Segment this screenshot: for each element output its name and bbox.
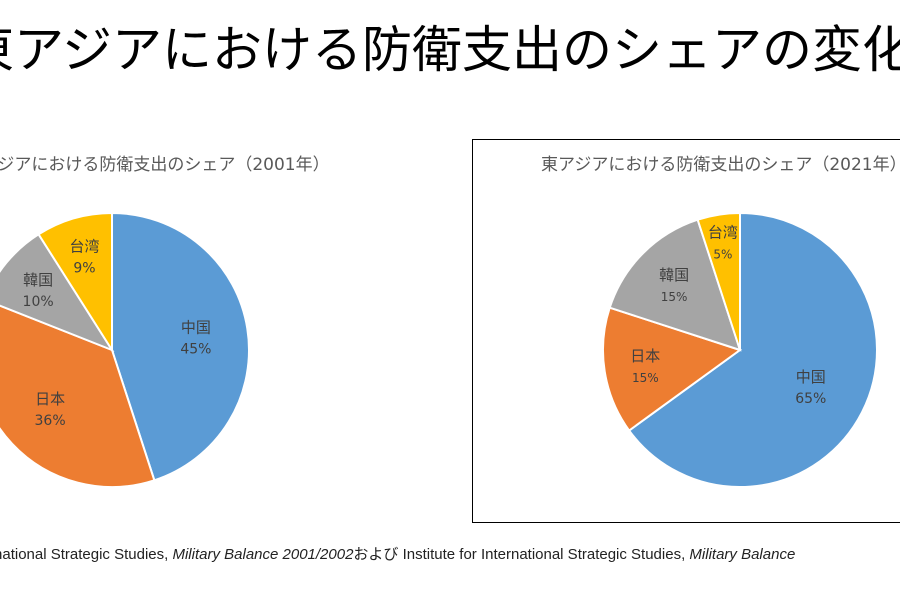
slice-value-china-2001: 45% — [180, 342, 211, 358]
source-text-2: および Institute for International Strategi… — [353, 546, 690, 563]
slice-label-japan-2001: 日本 — [35, 390, 65, 408]
slice-label-china-2001: 中国 — [181, 319, 211, 337]
source-title-2: Military Balance — [689, 546, 796, 563]
pie-slice-japan-2021 — [602, 306, 743, 432]
slice-label-japan-2021: 日本 — [630, 347, 660, 365]
slice-label-korea-2001: 韓国 — [23, 271, 53, 289]
slice-value-taiwan-2021: 5% — [713, 248, 732, 262]
pie-slice-china-2021 — [627, 211, 878, 488]
slice-value-japan-2021: 15% — [632, 371, 659, 385]
slice-value-japan-2001: 36% — [35, 413, 66, 429]
source-title-1: Military Balance 2001/2002 — [172, 546, 354, 563]
slice-label-china-2021: 中国 — [796, 368, 826, 386]
chart-title-2021: 東アジアにおける防衛支出のシェア（2021年） — [541, 155, 900, 175]
slide-title: 東アジアにおける防衛支出のシェアの変化 — [0, 21, 900, 79]
slice-value-china-2021: 65% — [795, 391, 826, 407]
source-text-1: International Strategic Studies, — [0, 546, 169, 563]
pie-slice-china-2001 — [111, 211, 250, 482]
slice-value-korea-2021: 15% — [661, 290, 688, 304]
pie-slice-japan-2001 — [0, 304, 156, 488]
chart-title-2001: 東アジアにおける防衛支出のシェア（2001年） — [0, 155, 330, 175]
chart-frame-2021 — [472, 139, 900, 523]
slice-value-taiwan-2001: 9% — [73, 260, 95, 276]
pie-slice-korea-2001 — [0, 232, 115, 353]
slice-label-korea-2021: 韓国 — [659, 266, 689, 284]
slice-label-taiwan-2021: 台湾 — [708, 224, 738, 242]
slice-label-taiwan-2001: 台湾 — [69, 237, 99, 255]
pie-slice-taiwan-2021 — [696, 211, 741, 351]
slice-value-korea-2001: 10% — [23, 294, 54, 310]
pie-slice-taiwan-2001 — [37, 211, 113, 354]
source-note: International Strategic Studies, Militar… — [0, 543, 795, 564]
